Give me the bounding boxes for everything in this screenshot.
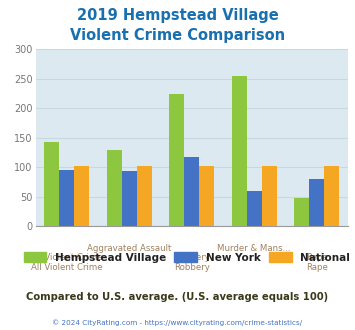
Text: Robbery: Robbery [174, 263, 210, 272]
Bar [184, 157, 199, 226]
Bar [294, 198, 309, 226]
Text: 2019 Hempstead Village: 2019 Hempstead Village [77, 8, 278, 23]
Bar [169, 94, 184, 226]
Bar [247, 191, 262, 226]
Text: Murder & Mans...: Murder & Mans... [217, 244, 291, 253]
Bar [324, 166, 339, 226]
Legend: Hempstead Village, New York, National: Hempstead Village, New York, National [20, 248, 354, 267]
Bar [44, 143, 59, 226]
Bar [262, 166, 277, 226]
Text: Compared to U.S. average. (U.S. average equals 100): Compared to U.S. average. (U.S. average … [26, 292, 329, 302]
Text: Rape: Rape [306, 253, 328, 262]
Bar [309, 179, 324, 226]
Text: All Violent Crime: All Violent Crime [31, 263, 103, 272]
Bar [59, 170, 74, 226]
Bar [199, 166, 214, 226]
Text: Aggravated Assault: Aggravated Assault [87, 244, 171, 253]
Text: Rape: Rape [306, 263, 328, 272]
Text: © 2024 CityRating.com - https://www.cityrating.com/crime-statistics/: © 2024 CityRating.com - https://www.city… [53, 319, 302, 326]
Text: All Violent Crime: All Violent Crime [31, 253, 103, 262]
Text: Violent Crime Comparison: Violent Crime Comparison [70, 28, 285, 43]
Text: Robbery: Robbery [174, 253, 210, 262]
Bar [74, 166, 89, 226]
Bar [232, 76, 247, 226]
Bar [107, 149, 122, 226]
Bar [122, 171, 137, 226]
Bar [137, 166, 152, 226]
